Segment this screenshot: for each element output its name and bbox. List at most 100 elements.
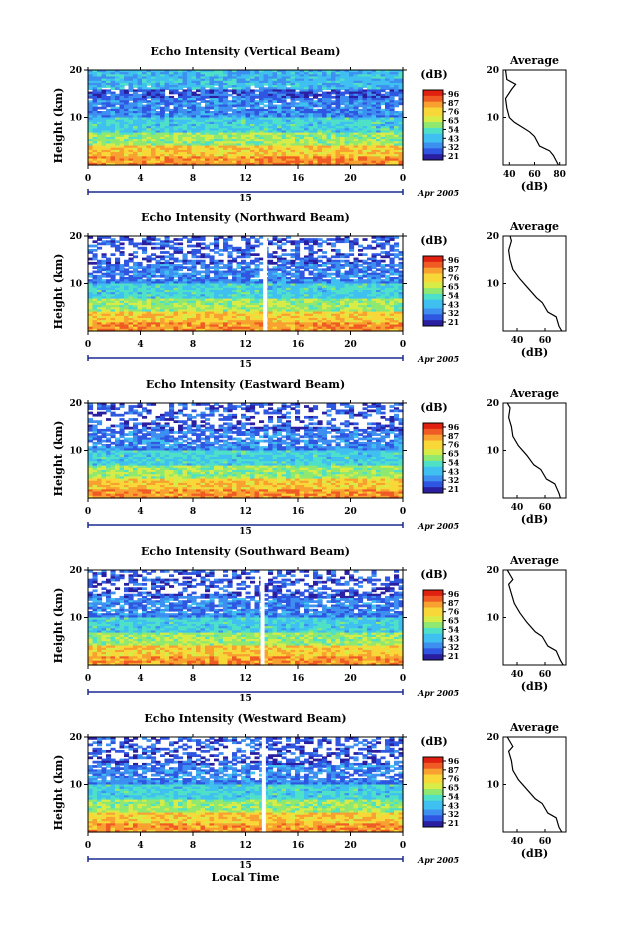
heatmap-cell <box>201 255 206 258</box>
heatmap-cell <box>192 255 197 258</box>
heatmap-cell <box>336 255 341 258</box>
heatmap-cell <box>367 247 372 250</box>
heatmap-cell <box>178 87 183 90</box>
heatmap-cell <box>142 251 147 254</box>
heatmap-cell <box>147 96 152 99</box>
heatmap-cell <box>277 268 282 271</box>
heatmap-cell <box>160 247 165 250</box>
heatmap-cell <box>318 260 323 263</box>
heatmap-cell <box>345 255 350 258</box>
heatmap-cell <box>381 255 386 258</box>
heatmap-cell <box>340 260 345 263</box>
heatmap-cell <box>286 273 291 276</box>
heatmap-cell <box>165 87 170 90</box>
heatmap-cell <box>205 247 210 250</box>
heatmap-cell <box>282 253 287 256</box>
heatmap-cell <box>363 275 368 278</box>
profile-x-tick-label: 80 <box>553 170 566 180</box>
colorbar-label: 21 <box>448 151 459 161</box>
y-tick-label: 10 <box>69 114 82 124</box>
heatmap-cell <box>358 249 363 252</box>
heatmap-cell <box>246 105 251 108</box>
heatmap-cell <box>390 249 395 252</box>
heatmap-cell <box>336 240 341 243</box>
heatmap-cell <box>201 100 206 103</box>
heatmap-cell <box>282 238 287 241</box>
heatmap-cell <box>111 245 116 248</box>
heatmap-cell <box>295 87 300 90</box>
heatmap-cell <box>363 85 368 88</box>
heatmap-cell <box>291 105 296 108</box>
heatmap-cell <box>241 238 246 241</box>
heatmap-cell <box>300 240 305 243</box>
heatmap-cell <box>169 247 174 250</box>
heatmap-cell <box>210 242 215 245</box>
heatmap-cell <box>219 266 224 269</box>
heatmap-cell <box>376 238 381 241</box>
heatmap-cell <box>196 98 201 101</box>
y-axis-label: Height (km) <box>52 88 65 164</box>
colorbar-segment <box>423 108 443 111</box>
heatmap-cell <box>318 105 323 108</box>
heatmap-cell <box>268 255 273 258</box>
colorbar-segment <box>423 99 443 102</box>
heatmap-cell <box>210 107 215 110</box>
heatmap-cell <box>174 260 179 263</box>
heatmap-cell <box>394 105 399 108</box>
heatmap-cell <box>210 271 215 274</box>
heatmap-cell <box>210 262 215 265</box>
heatmap-cell <box>367 258 372 261</box>
colorbar-segment <box>423 131 443 134</box>
heatmap-cell <box>277 100 282 103</box>
profile-title: Average <box>509 54 559 67</box>
heatmap-cell <box>156 255 161 258</box>
x-tick-label: 8 <box>190 174 196 184</box>
heatmap-cell <box>318 238 323 241</box>
heatmap-cell <box>255 275 260 278</box>
heatmap-cell <box>394 264 399 267</box>
heatmap-cell <box>309 273 314 276</box>
heatmap-cell <box>327 275 332 278</box>
heatmap-cell <box>340 102 345 105</box>
heatmap-cell <box>196 273 201 276</box>
heatmap-cell <box>367 268 372 271</box>
heatmap-cell <box>322 87 327 90</box>
heatmap-cell <box>115 268 120 271</box>
heatmap-cell <box>255 260 260 263</box>
heatmap-cell <box>151 258 156 261</box>
heatmap-cell <box>264 100 269 103</box>
heatmap-cell <box>174 251 179 254</box>
heatmap-cell <box>300 266 305 269</box>
heatmap-cell <box>93 266 98 269</box>
heatmap-cell <box>115 102 120 105</box>
colorbar-segment <box>423 102 443 105</box>
heatmap-cell <box>210 249 215 252</box>
heatmap-cell <box>237 251 242 254</box>
heatmap-cell <box>381 102 386 105</box>
heatmap-cell <box>291 255 296 258</box>
heatmap-cell <box>390 273 395 276</box>
heatmap-cell <box>286 266 291 269</box>
heatmap-cell <box>115 273 120 276</box>
heatmap-cell <box>183 105 188 108</box>
heatmap-cell <box>250 275 255 278</box>
heatmap-cell <box>295 258 300 261</box>
heatmap-cell <box>286 262 291 265</box>
heatmap-cell <box>183 262 188 265</box>
y-axis-label: Height (km) <box>52 254 65 330</box>
heatmap-cell <box>322 240 327 243</box>
heatmap-cell <box>286 240 291 243</box>
heatmap-cell <box>214 251 219 254</box>
heatmap-cell <box>358 245 363 248</box>
profile-x-tick-label: 60 <box>528 170 541 180</box>
date-tick-label: 15 <box>239 194 252 204</box>
heatmap-cell <box>214 83 219 86</box>
heatmap-cell <box>273 255 278 258</box>
heatmap-cell <box>264 105 269 108</box>
heatmap-cell <box>313 105 318 108</box>
panel-1: Echo Intensity (Vertical Beam)Height (km… <box>52 45 566 204</box>
heatmap-cell <box>187 268 192 271</box>
heatmap-cell <box>322 264 327 267</box>
heatmap-cell <box>201 247 206 250</box>
heatmap-cell <box>97 102 102 105</box>
